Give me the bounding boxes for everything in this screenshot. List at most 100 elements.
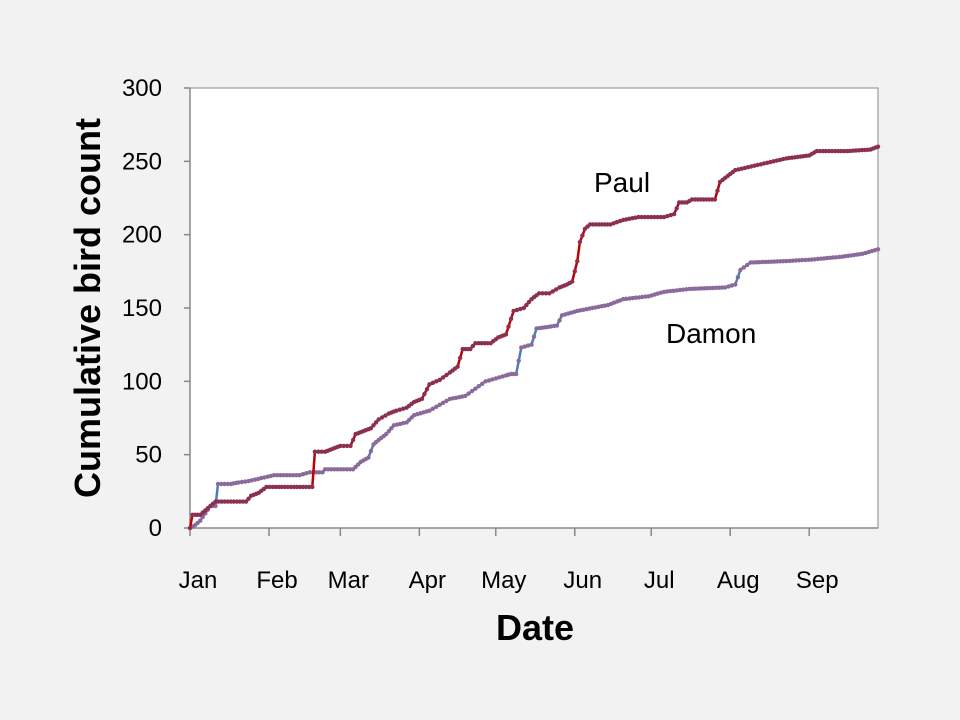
data-point [246,496,251,501]
data-point [519,345,524,350]
data-point [712,197,718,202]
data-point [297,473,302,478]
data-point [440,400,446,405]
data-point [368,426,374,431]
data-point [219,499,224,504]
data-point [348,443,353,449]
data-point [790,258,795,263]
data-point [215,481,221,487]
data-point [642,214,647,220]
data-point [645,214,651,220]
data-point [379,415,385,420]
data-point [529,342,534,347]
data-point [187,525,193,531]
data-point [531,334,537,339]
data-point [668,212,673,218]
y-axis-title: Cumulative bird count [67,118,108,498]
data-point [500,374,505,379]
data-point [294,484,300,490]
data-point [347,467,353,472]
data-point [386,429,391,434]
data-point [300,472,306,477]
data-point [649,214,654,220]
data-point [480,381,485,386]
data-point [264,484,269,490]
data-point [829,148,835,154]
data-point [397,407,402,412]
data-point [437,402,442,407]
data-point [338,443,343,449]
data-point [655,214,660,220]
data-point [738,267,743,273]
data-point [643,294,648,299]
data-point [547,291,552,296]
series-layer [187,144,881,531]
data-point [557,318,562,323]
data-point [383,413,388,418]
data-point [468,346,473,352]
data-point [525,343,531,348]
data-point [312,449,318,454]
data-point [741,265,746,270]
data-point [463,393,468,399]
data-point [434,404,439,409]
data-point [575,258,580,264]
data-point [624,296,629,301]
data-point [291,473,296,478]
data-point [389,426,394,431]
data-point [424,387,430,392]
y-tick-label: 50 [135,442,162,469]
data-point [329,467,334,472]
data-point [219,481,224,487]
data-point [485,341,490,346]
data-point [664,289,670,294]
data-point [434,379,439,384]
x-tick-label: Jun [563,567,602,594]
data-point [237,499,243,504]
data-point [275,473,280,478]
data-point [344,443,350,449]
data-point [486,378,492,383]
data-point [577,239,583,245]
data-point [294,473,299,478]
data-point [630,295,635,301]
y-tick-label: 250 [122,148,162,175]
data-point [307,470,312,475]
y-tick-label: 200 [122,222,162,249]
data-point [514,307,520,313]
series-damon [187,247,881,531]
data-point [745,262,750,268]
data-point [652,214,657,220]
data-point [422,391,427,397]
data-point [814,148,819,154]
data-point [320,470,325,475]
data-point [455,364,460,369]
data-point [466,391,471,396]
data-point [490,377,495,382]
data-point [543,291,549,296]
y-tick-label: 0 [149,515,162,542]
x-tick-label: Apr [409,567,446,594]
x-axis-title: Date [496,607,574,648]
data-point [316,449,321,454]
data-point [444,398,449,404]
x-tick-label: May [481,567,526,594]
data-point [240,499,246,504]
x-tick-label: Jan [179,567,218,594]
series-label-damon: Damon [666,318,756,349]
data-point [279,484,284,490]
data-point [722,285,728,290]
data-point [304,471,309,476]
data-point [580,233,585,238]
axes: 0 50 100 150 200 250 300 Jan Feb Mar Apr May Jun Jul A… [122,75,878,594]
data-point [473,386,478,391]
data-point [243,479,248,484]
x-tick-label: Jul [644,567,675,594]
data-point [332,467,337,472]
data-point [476,384,481,389]
x-tick-label: Sep [796,567,839,594]
y-tick-label: 300 [122,75,162,102]
data-point [430,380,436,385]
data-point [570,279,575,284]
data-point [661,214,667,220]
